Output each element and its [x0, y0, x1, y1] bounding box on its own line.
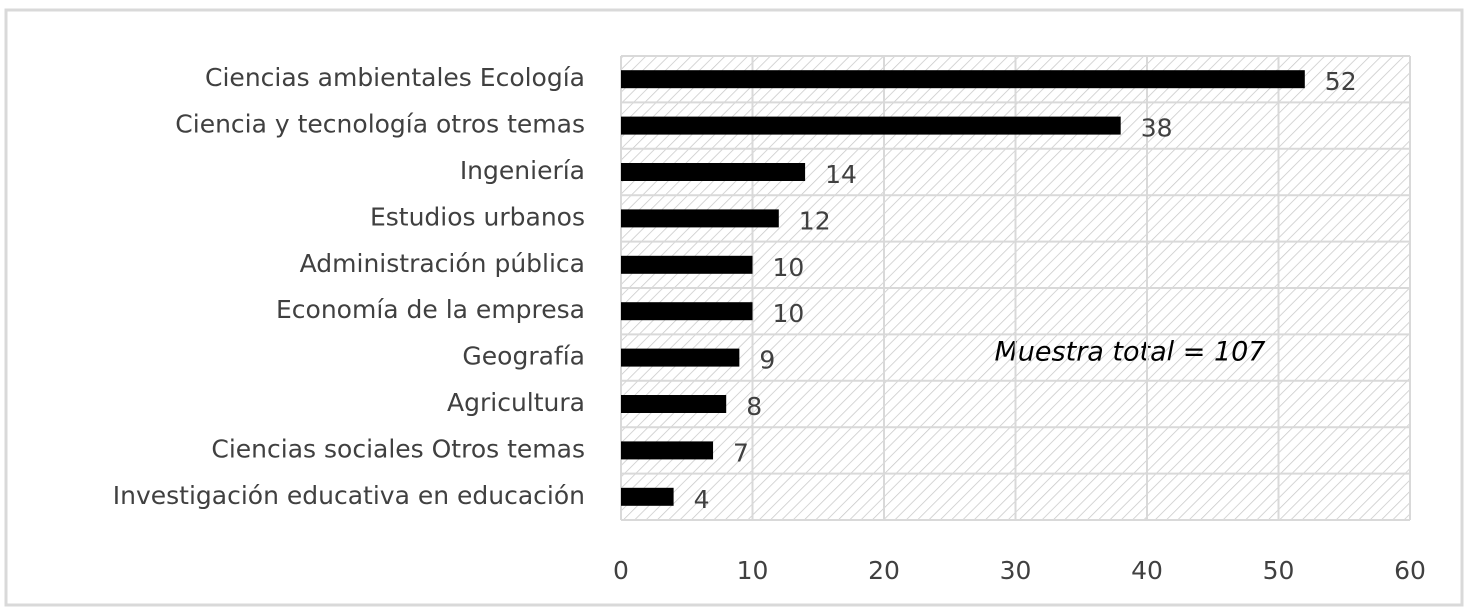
data-label: 10	[773, 299, 805, 328]
data-label: 9	[759, 346, 775, 375]
y-tick-label: Ciencias ambientales Ecología	[205, 63, 585, 92]
data-label: 10	[773, 253, 805, 282]
bar	[621, 255, 753, 274]
y-tick-label: Economía de la empresa	[276, 295, 585, 324]
y-tick-label: Ingeniería	[460, 156, 585, 185]
data-label: 38	[1141, 114, 1173, 143]
x-tick-label: 20	[868, 556, 900, 585]
bar	[621, 70, 1305, 89]
bar	[621, 116, 1121, 135]
data-label: 14	[825, 160, 857, 189]
x-tick-label: 10	[737, 556, 769, 585]
data-label: 8	[746, 392, 762, 421]
bar	[621, 348, 740, 367]
bar	[621, 487, 674, 506]
bar	[621, 209, 779, 228]
y-tick-label: Agricultura	[447, 388, 585, 417]
annotation: Muestra total = 107	[995, 337, 1266, 368]
data-label: 52	[1325, 67, 1357, 96]
y-tick-label: Ciencia y tecnología otros temas	[175, 110, 585, 139]
bar	[621, 395, 727, 413]
x-tick-label: 40	[1131, 556, 1163, 585]
x-tick-label: 30	[1000, 556, 1032, 585]
x-tick-label: 50	[1263, 556, 1295, 585]
y-tick-label: Estudios urbanos	[370, 202, 585, 231]
y-tick-label: Geografía	[462, 342, 585, 371]
bar	[621, 441, 714, 460]
y-tick-label: Investigación educativa en educación	[113, 481, 585, 510]
x-tick-label: 0	[613, 556, 629, 585]
data-label: 12	[799, 206, 831, 235]
y-tick-label: Ciencias sociales Otros temas	[211, 434, 585, 463]
bar	[621, 163, 806, 181]
x-tick-label: 60	[1394, 556, 1426, 585]
y-tick-label: Administración pública	[300, 249, 585, 278]
data-label: 4	[694, 485, 710, 514]
data-label: 7	[733, 438, 749, 467]
bar	[621, 302, 753, 321]
